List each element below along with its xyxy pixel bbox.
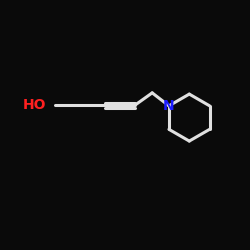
Text: HO: HO bbox=[22, 98, 46, 112]
Text: N: N bbox=[163, 99, 175, 113]
